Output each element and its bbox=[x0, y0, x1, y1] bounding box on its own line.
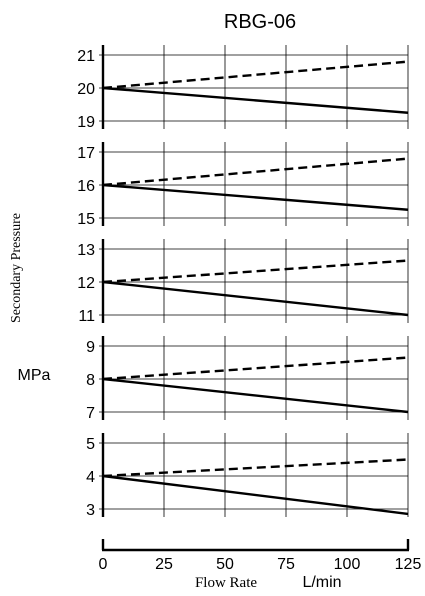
solid-trend-line bbox=[102, 86, 409, 114]
dashed-trend-line bbox=[102, 259, 409, 284]
y-tick-label: 17 bbox=[77, 145, 95, 162]
y-tick-label: 13 bbox=[77, 242, 95, 259]
y-tick-label: 9 bbox=[86, 339, 95, 356]
y-tick-label: 11 bbox=[78, 308, 95, 325]
y-tick-label: 20 bbox=[77, 81, 95, 98]
y-axis-label: Secondary Pressure bbox=[9, 213, 24, 323]
solid-trend-line bbox=[102, 377, 409, 414]
chart-panels: 19 20 21 15 16 17 11 12 13 7 8 9 3 4 5 bbox=[77, 45, 409, 519]
y-tick-label: 12 bbox=[77, 275, 95, 292]
x-axis-unit: L/min bbox=[302, 574, 341, 591]
x-tick-label: 75 bbox=[277, 556, 295, 573]
x-tick-label: 25 bbox=[155, 556, 173, 573]
y-axis-unit: MPa bbox=[18, 367, 51, 384]
solid-trend-line bbox=[102, 474, 409, 516]
dashed-trend-line bbox=[102, 60, 409, 90]
panel-4: 7 8 9 bbox=[86, 336, 409, 422]
x-tick-label: 100 bbox=[334, 556, 361, 573]
y-tick-label: 4 bbox=[86, 469, 95, 486]
x-tick-label: 0 bbox=[99, 556, 108, 573]
solid-trend-line bbox=[102, 183, 409, 211]
y-tick-label: 8 bbox=[86, 372, 95, 389]
panel-1: 19 20 21 bbox=[77, 45, 409, 131]
y-tick-label: 19 bbox=[77, 114, 95, 131]
y-tick-label: 3 bbox=[86, 502, 95, 519]
panel-5: 3 4 5 bbox=[86, 433, 409, 519]
y-tick-label: 21 bbox=[77, 48, 95, 65]
y-tick-label: 15 bbox=[77, 211, 95, 228]
chart-title: RBG-06 bbox=[224, 11, 296, 33]
dashed-trend-line bbox=[102, 157, 409, 187]
x-axis-label: Flow Rate bbox=[195, 575, 257, 591]
panel-3: 11 12 13 bbox=[77, 239, 409, 325]
dashed-trend-line bbox=[102, 356, 409, 381]
dashed-trend-line bbox=[102, 458, 409, 478]
y-tick-label: 7 bbox=[86, 405, 95, 422]
y-tick-label: 16 bbox=[77, 178, 95, 195]
x-axis: 0 25 50 75 100 125 bbox=[99, 539, 422, 573]
x-tick-label: 125 bbox=[395, 556, 422, 573]
x-tick-label: 50 bbox=[216, 556, 234, 573]
panel-2: 15 16 17 bbox=[77, 142, 409, 228]
solid-trend-line bbox=[102, 280, 409, 317]
y-tick-label: 5 bbox=[86, 436, 95, 453]
